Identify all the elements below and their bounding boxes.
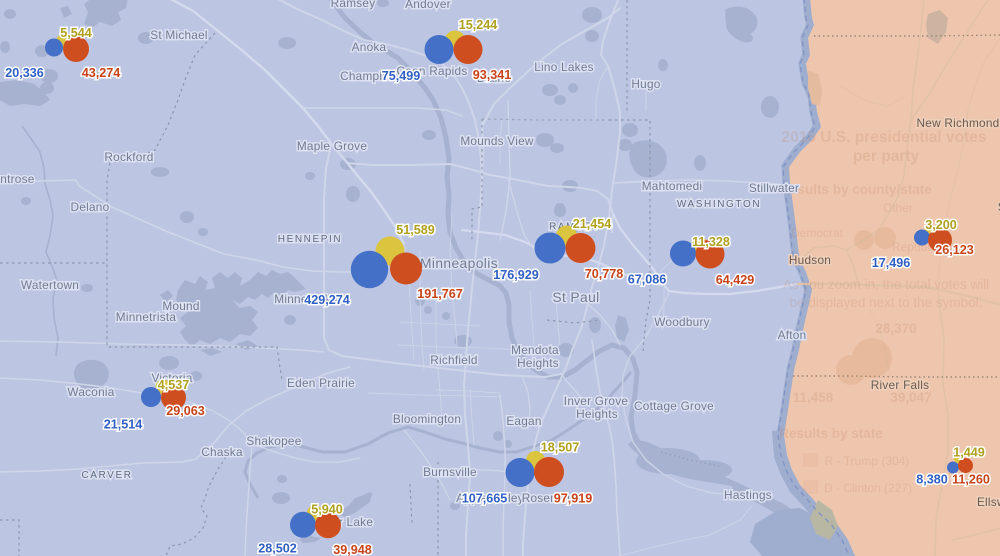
svg-text:39,948: 39,948	[333, 543, 372, 556]
svg-text:Blaine: Blaine	[477, 71, 511, 85]
svg-text:11,328: 11,328	[692, 235, 730, 249]
svg-text:WASHINGTON: WASHINGTON	[677, 199, 761, 210]
svg-text:Chaska: Chaska	[201, 445, 243, 459]
svg-text:As you zoom in, the total vote: As you zoom in, the total votes will	[783, 277, 989, 292]
svg-text:St Paul: St Paul	[552, 290, 599, 305]
svg-text:Somerset: Somerset	[998, 200, 1000, 214]
svg-text:39,047: 39,047	[890, 390, 931, 405]
svg-text:Heights: Heights	[576, 407, 618, 421]
svg-text:Shakopee: Shakopee	[246, 434, 301, 448]
svg-text:Woodbury: Woodbury	[654, 315, 710, 329]
svg-text:Watertown: Watertown	[21, 278, 79, 292]
svg-text:Anoka: Anoka	[352, 40, 387, 54]
svg-text:Rockford: Rockford	[104, 150, 153, 164]
svg-text:Inver Grove: Inver Grove	[564, 394, 629, 408]
svg-text:51,589: 51,589	[396, 223, 435, 237]
svg-text:Democrat: Democrat	[791, 226, 844, 240]
svg-text:HENNEPIN: HENNEPIN	[278, 234, 342, 245]
svg-text:21,454: 21,454	[573, 217, 612, 231]
svg-text:New Richmond: New Richmond	[917, 116, 1000, 130]
svg-text:Ramsey: Ramsey	[331, 0, 376, 10]
svg-text:Apple Valley: Apple Valley	[456, 491, 524, 505]
svg-text:Champlin: Champlin	[340, 69, 392, 83]
svg-text:Delano: Delano	[71, 200, 110, 214]
svg-text:D - Clinton (227): D - Clinton (227)	[824, 481, 912, 495]
svg-text:Andover: Andover	[405, 0, 451, 11]
svg-text:176,929: 176,929	[493, 268, 539, 282]
svg-text:67,086: 67,086	[628, 273, 667, 287]
svg-text:Lino Lakes: Lino Lakes	[534, 60, 594, 74]
svg-text:2016 U.S. presidential votes: 2016 U.S. presidential votes	[781, 129, 986, 146]
svg-text:1,449: 1,449	[953, 446, 985, 460]
svg-text:Hugo: Hugo	[631, 77, 660, 91]
svg-text:Stillwater: Stillwater	[749, 181, 799, 195]
svg-text:15,244: 15,244	[459, 18, 498, 32]
svg-text:20,336: 20,336	[5, 66, 44, 80]
svg-text:429,274: 429,274	[304, 293, 350, 307]
svg-text:Mahtomedi: Mahtomedi	[642, 179, 703, 193]
svg-text:Montrose: Montrose	[0, 172, 35, 186]
svg-text:Minnetrista: Minnetrista	[116, 310, 177, 324]
svg-text:28,370: 28,370	[875, 321, 916, 336]
svg-text:5,940: 5,940	[311, 503, 343, 517]
svg-text:8,380: 8,380	[916, 473, 948, 487]
svg-text:Mound: Mound	[162, 299, 199, 313]
svg-text:Results by state: Results by state	[779, 426, 883, 441]
svg-text:3,200: 3,200	[925, 218, 957, 232]
svg-text:Eagan: Eagan	[506, 414, 541, 428]
svg-text:CARVER: CARVER	[81, 470, 132, 481]
svg-text:64,429: 64,429	[716, 273, 755, 287]
svg-text:Minnetonka: Minnetonka	[274, 292, 338, 306]
svg-text:Results by county/state: Results by county/state	[780, 182, 932, 197]
svg-text:28,502: 28,502	[258, 542, 297, 556]
svg-text:Burnsville: Burnsville	[423, 465, 477, 479]
svg-text:Bloomington: Bloomington	[393, 412, 461, 426]
svg-text:43,274: 43,274	[82, 66, 121, 80]
svg-text:Maple Grove: Maple Grove	[297, 139, 367, 153]
svg-text:Heights: Heights	[517, 356, 559, 370]
svg-text:11,260: 11,260	[952, 473, 990, 487]
svg-text:18,507: 18,507	[541, 441, 580, 455]
svg-text:17,496: 17,496	[872, 256, 911, 270]
svg-text:Eden Prairie: Eden Prairie	[287, 376, 355, 390]
svg-text:Mendota: Mendota	[511, 343, 559, 357]
svg-text:Hudson: Hudson	[789, 253, 831, 267]
svg-text:Rosemount: Rosemount	[522, 491, 585, 505]
svg-text:Hastings: Hastings	[724, 488, 772, 502]
svg-text:St Michael: St Michael	[150, 28, 208, 42]
svg-text:Other: Other	[883, 201, 913, 215]
svg-text:93,341: 93,341	[473, 68, 512, 82]
svg-text:Richfield: Richfield	[430, 353, 478, 367]
svg-text:26,123: 26,123	[935, 243, 974, 257]
svg-text:Mounds View: Mounds View	[460, 134, 534, 148]
svg-text:Ellsworth: Ellsworth	[977, 495, 1000, 509]
svg-text:21,514: 21,514	[104, 418, 143, 432]
svg-text:Minneapolis: Minneapolis	[420, 256, 498, 271]
svg-text:70,778: 70,778	[585, 267, 624, 281]
svg-text:per party: per party	[853, 148, 920, 165]
svg-text:River Falls: River Falls	[871, 378, 929, 392]
svg-text:Waconia: Waconia	[67, 385, 114, 399]
svg-text:R - Trump (304): R - Trump (304)	[825, 454, 910, 468]
svg-text:11,458: 11,458	[793, 390, 834, 405]
svg-text:191,767: 191,767	[417, 287, 463, 301]
svg-text:5,544: 5,544	[60, 26, 92, 40]
svg-text:29,063: 29,063	[166, 404, 205, 418]
svg-text:Coon Rapids: Coon Rapids	[397, 64, 468, 78]
svg-text:97,919: 97,919	[554, 492, 593, 506]
svg-text:be displayed next to the symbo: be displayed next to the symbol.	[790, 295, 983, 310]
svg-text:4,537: 4,537	[158, 378, 190, 392]
svg-text:75,499: 75,499	[382, 69, 421, 83]
svg-text:Cottage Grove: Cottage Grove	[634, 399, 714, 413]
svg-text:107,665: 107,665	[462, 492, 508, 506]
svg-text:Afton: Afton	[778, 328, 807, 342]
